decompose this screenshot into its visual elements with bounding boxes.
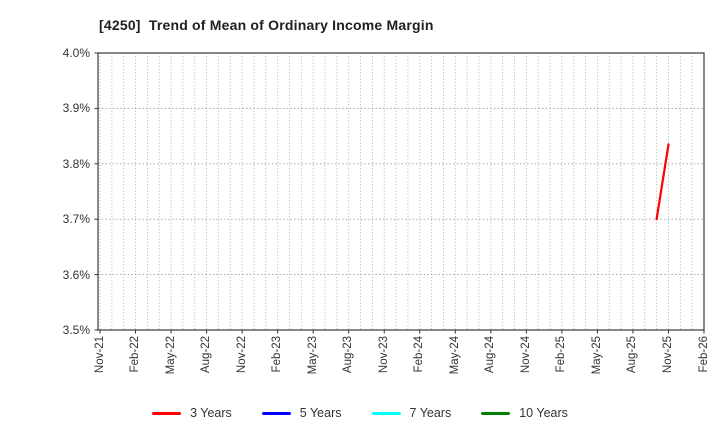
legend-item-10-years: 10 Years: [481, 405, 568, 421]
chart-legend: 3 Years 5 Years 7 Years 10 Years: [0, 405, 720, 421]
y-tick-label: 3.7%: [62, 212, 90, 227]
x-tick-label: May-24: [448, 336, 461, 375]
x-tick-label: Feb-26: [697, 336, 710, 373]
x-tick-label: Feb-22: [129, 336, 142, 373]
legend-label: 7 Years: [409, 406, 452, 420]
legend-line-swatch: [481, 411, 511, 415]
y-tick-label: 3.5%: [62, 323, 90, 337]
x-tick-label: May-25: [590, 336, 603, 375]
chart-title: [4250] Trend of Mean of Ordinary Income …: [99, 17, 434, 33]
series-line-3-years: [655, 143, 670, 221]
legend-line-swatch: [261, 411, 291, 415]
x-tick-label: Nov-25: [661, 336, 674, 374]
y-tick-label: 3.9%: [62, 101, 90, 116]
legend-item-7-years: 7 Years: [371, 405, 452, 421]
x-tick-label: Nov-24: [519, 336, 532, 374]
x-tick-label: Feb-25: [555, 336, 568, 373]
x-tick-label: Aug-24: [484, 336, 497, 374]
x-tick-label: Nov-23: [377, 336, 390, 374]
x-tick-label: May-22: [164, 336, 177, 375]
x-tick-label: Nov-22: [235, 336, 248, 374]
x-tick-label: Aug-25: [626, 336, 639, 374]
x-tick-label: May-23: [306, 336, 319, 375]
y-tick-label: 3.8%: [62, 156, 90, 171]
y-tick-label: 4.0%: [62, 46, 90, 60]
x-tick-label: Feb-24: [413, 336, 426, 373]
legend-label: 10 Years: [519, 406, 568, 420]
x-tick-label: Aug-23: [342, 336, 355, 374]
y-tick-label: 3.6%: [62, 267, 90, 282]
legend-line-swatch: [152, 411, 182, 415]
x-tick-label: Nov-21: [93, 336, 106, 374]
legend-line-swatch: [371, 411, 401, 415]
legend-item-3-years: 3 Years: [152, 405, 232, 421]
legend-label: 3 Years: [190, 406, 232, 420]
legend-label: 5 Years: [299, 406, 342, 420]
legend-item-5-years: 5 Years: [261, 405, 342, 421]
x-tick-label: Feb-23: [271, 336, 284, 373]
x-tick-label: Aug-22: [200, 336, 213, 374]
plot-border: [97, 52, 705, 331]
